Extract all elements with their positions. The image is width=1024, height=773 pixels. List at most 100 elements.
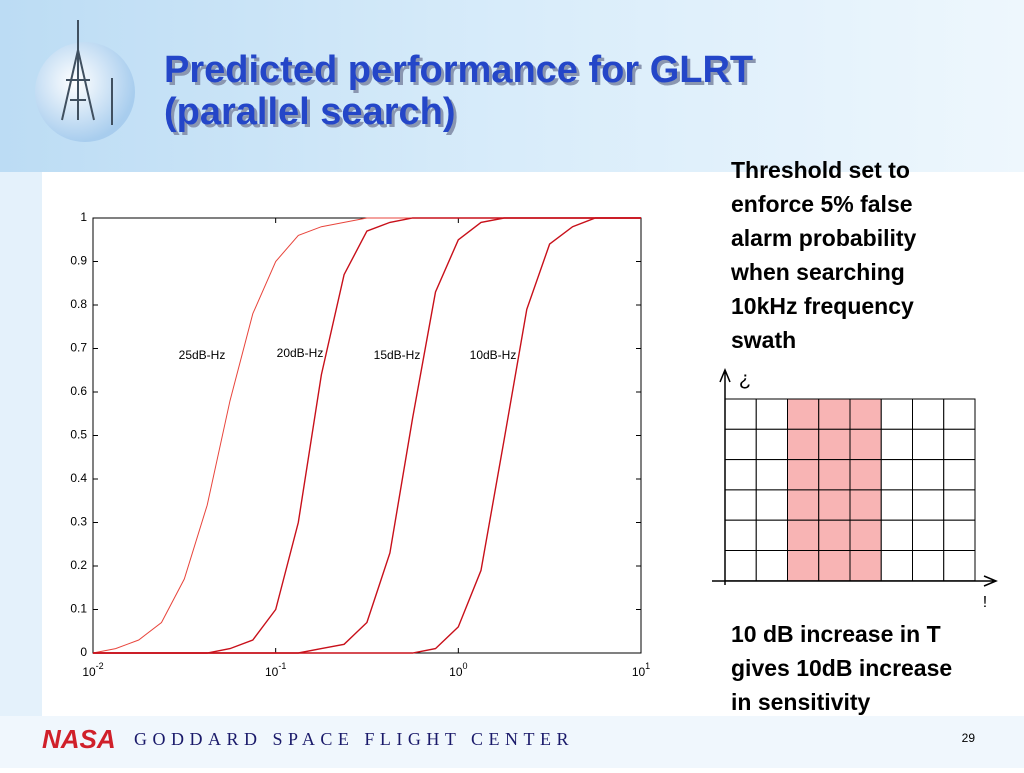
grid-cell <box>787 398 820 430</box>
title-line: Predicted performance for GLRT <box>164 49 753 91</box>
grid-cell <box>849 489 882 521</box>
grid-cell <box>724 519 757 552</box>
grid-cell <box>880 550 913 582</box>
grid-cell <box>787 519 820 552</box>
x-tick-label: 10-1 <box>265 661 286 679</box>
grid-cell <box>880 459 913 491</box>
grid-cell <box>912 519 945 552</box>
y-tick-label: 0.5 <box>70 428 87 442</box>
title-line: (parallel search) <box>164 91 455 133</box>
x-tick-base: 10 <box>265 665 279 679</box>
y-tick-label: 0 <box>80 645 87 659</box>
x-tick-base: 10 <box>632 665 646 679</box>
grid-cell <box>849 398 882 430</box>
curve-label: 20dB-Hz <box>277 346 324 360</box>
grid-cell <box>880 398 913 430</box>
side-text: enforce 5% false <box>731 191 913 217</box>
side-text: gives 10dB increase <box>731 655 952 681</box>
grid-cell <box>755 519 788 552</box>
logo-figure <box>61 20 113 125</box>
x-tick-exponent: -2 <box>96 661 104 671</box>
grid-cell <box>880 519 913 552</box>
y-tick-label: 0.1 <box>70 602 87 616</box>
title-shadow: (parallel search) <box>167 94 458 136</box>
x-tick-exponent: 0 <box>463 661 468 671</box>
grid-cell <box>818 489 851 521</box>
side-text: 10 dB increase in T <box>731 621 941 647</box>
grid-cell <box>818 550 851 582</box>
x-arrow-label: ! <box>983 594 987 611</box>
title-shadow: Predicted performance for GLRT <box>167 52 756 94</box>
grid-cell <box>912 489 945 521</box>
x-tick-label: 10-2 <box>82 661 103 679</box>
curve-label: 10dB-Hz <box>470 348 517 362</box>
side-text: Threshold set to <box>731 157 910 183</box>
nasa-logo: NASA <box>42 724 116 754</box>
y-arrow <box>719 368 731 585</box>
header-band <box>0 0 1024 172</box>
grid-cell <box>755 398 788 430</box>
y-tick-label: 1 <box>80 210 87 224</box>
side-panel: Threshold set to enforce 5% false alarm pr… <box>712 157 998 715</box>
plot-area <box>92 217 642 654</box>
grid-cell <box>849 519 882 552</box>
grid-cell <box>849 550 882 582</box>
grid-cell <box>755 550 788 582</box>
grid-cell <box>787 459 820 491</box>
curve-label: 15dB-Hz <box>374 348 421 362</box>
side-text: swath <box>731 327 796 353</box>
grid-cell <box>912 428 945 461</box>
x-arrow <box>712 575 998 587</box>
y-tick-label: 0.7 <box>70 341 87 355</box>
x-tick-base: 10 <box>82 665 96 679</box>
footer-band <box>0 716 1024 768</box>
grid-cell <box>724 489 757 521</box>
grid-cell <box>818 428 851 461</box>
y-tick-label: 0.9 <box>70 254 87 268</box>
y-tick-label: 0.2 <box>70 558 87 572</box>
series-line <box>93 217 641 654</box>
y-tick-label: 0.8 <box>70 297 87 311</box>
grid-cell <box>912 550 945 582</box>
grid-cell <box>943 489 976 521</box>
x-tick-label: 101 <box>632 661 650 679</box>
grid-cell <box>943 398 976 430</box>
grid-cell <box>818 459 851 491</box>
grid-cell <box>912 398 945 430</box>
grid-cell <box>912 459 945 491</box>
header-logo <box>35 42 135 142</box>
side-text: in sensitivity <box>731 689 871 715</box>
grid-cell <box>724 428 757 461</box>
y-tick-label: 0.6 <box>70 384 87 398</box>
grid-cell <box>787 428 820 461</box>
side-text: when searching <box>730 259 905 285</box>
footer-center: GODDARD SPACE FLIGHT CENTER <box>134 729 574 749</box>
y-arrow-label: ¿ <box>739 368 751 390</box>
grid-cell <box>724 550 757 582</box>
grid-cell <box>755 489 788 521</box>
side-text: 10kHz frequency <box>731 293 914 319</box>
grid-cell <box>943 550 976 582</box>
grid-cell <box>755 428 788 461</box>
grid-cell <box>818 519 851 552</box>
grid-cell <box>755 459 788 491</box>
grid-cell <box>724 459 757 491</box>
grid-cell <box>849 459 882 491</box>
grid-cell <box>787 550 820 582</box>
grid-cell <box>943 459 976 491</box>
y-tick-label: 0.3 <box>70 515 87 529</box>
x-tick-exponent: -1 <box>278 661 286 671</box>
grid-cell <box>880 428 913 461</box>
grid-cell <box>724 398 757 430</box>
x-tick-label: 100 <box>449 661 467 679</box>
x-tick-base: 10 <box>449 665 463 679</box>
side-text: alarm probability <box>731 225 917 251</box>
grid-cell <box>943 519 976 552</box>
y-tick-label: 0.4 <box>70 471 87 485</box>
title: Predicted performance for GLRTPredicted … <box>164 49 756 136</box>
grid-cell <box>880 489 913 521</box>
grid-cell <box>943 428 976 461</box>
